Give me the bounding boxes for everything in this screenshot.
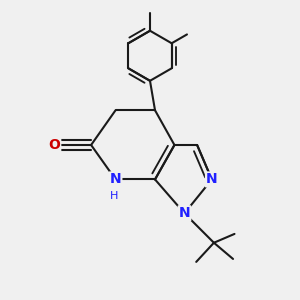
Text: N: N: [206, 172, 218, 186]
Text: N: N: [178, 206, 190, 220]
Text: O: O: [48, 138, 60, 152]
Text: H: H: [110, 190, 118, 201]
Text: N: N: [110, 172, 122, 186]
